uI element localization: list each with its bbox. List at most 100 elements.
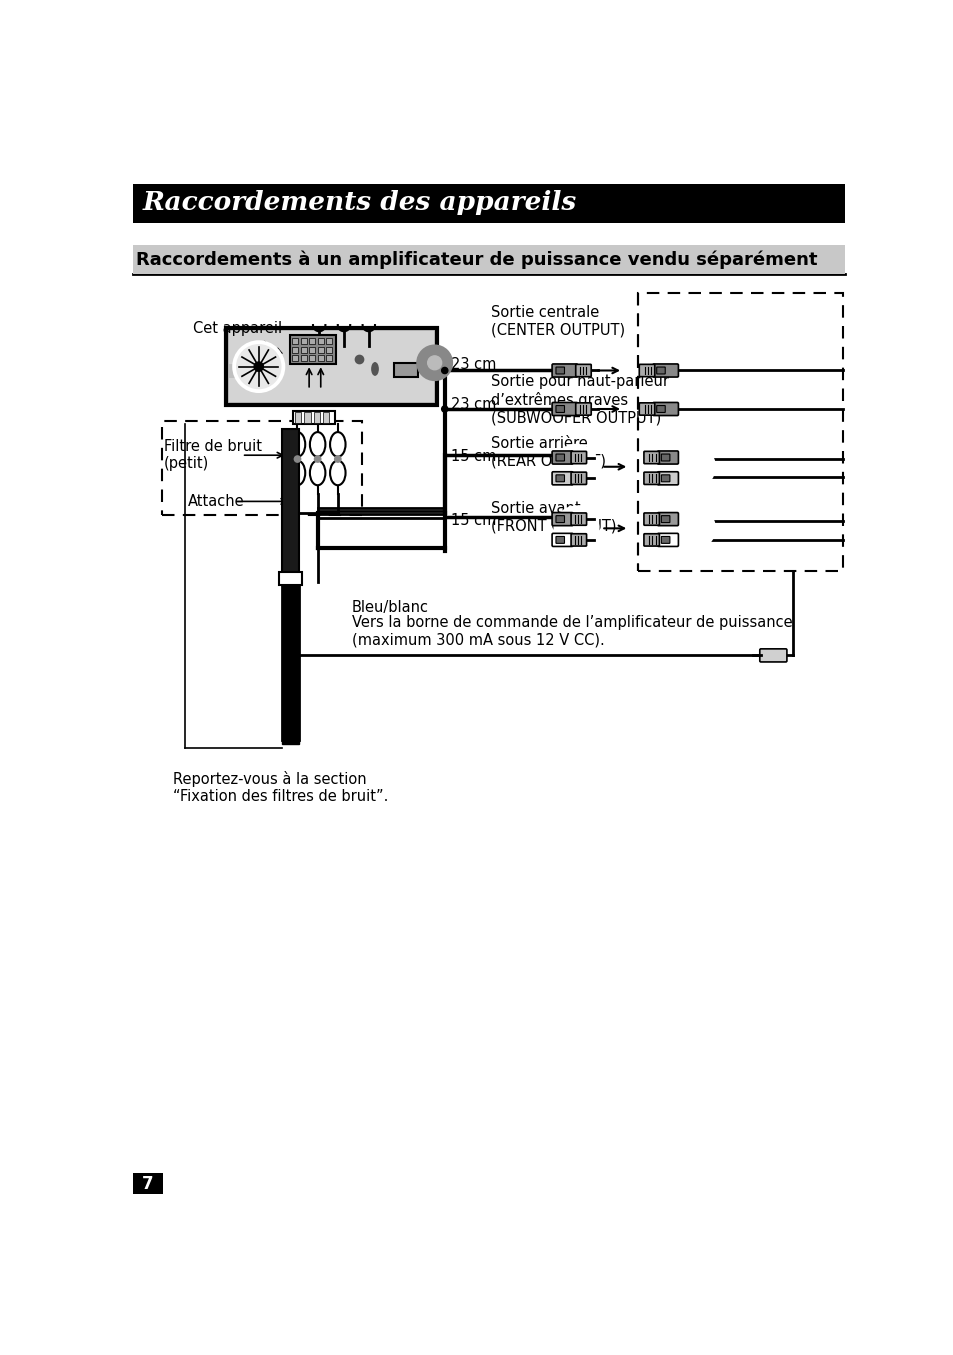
Text: 15 cm: 15 cm: [451, 450, 496, 465]
FancyBboxPatch shape: [643, 514, 659, 526]
Bar: [292, 339, 298, 344]
Bar: [282, 584, 298, 740]
FancyBboxPatch shape: [657, 512, 678, 526]
Ellipse shape: [334, 455, 341, 463]
Bar: [292, 355, 298, 362]
FancyBboxPatch shape: [660, 537, 669, 543]
Polygon shape: [282, 740, 298, 744]
FancyBboxPatch shape: [643, 534, 659, 546]
Text: Reportez-vous à la section
“Fixation des filtres de bruit”.: Reportez-vous à la section “Fixation des…: [173, 771, 389, 805]
Text: Sortie centrale
(CENTER OUTPUT): Sortie centrale (CENTER OUTPUT): [491, 305, 625, 337]
FancyBboxPatch shape: [639, 402, 654, 415]
Ellipse shape: [310, 461, 325, 485]
Bar: [292, 347, 298, 352]
Bar: [300, 347, 307, 352]
Bar: [282, 430, 298, 584]
Bar: [300, 339, 307, 344]
Bar: [304, 412, 311, 423]
FancyBboxPatch shape: [660, 454, 669, 461]
FancyBboxPatch shape: [657, 451, 678, 463]
Bar: [326, 355, 332, 362]
FancyBboxPatch shape: [660, 474, 669, 482]
Bar: [133, 184, 843, 222]
Bar: [162, 421, 361, 515]
FancyBboxPatch shape: [552, 451, 573, 463]
Circle shape: [555, 446, 598, 488]
Circle shape: [417, 346, 452, 379]
Text: 15 cm: 15 cm: [451, 514, 496, 528]
Bar: [294, 412, 301, 423]
Bar: [300, 355, 307, 362]
Bar: [314, 412, 319, 423]
Text: Sortie arrière
(REAR OUTPUT): Sortie arrière (REAR OUTPUT): [491, 436, 605, 469]
Ellipse shape: [310, 432, 325, 457]
Text: Sortie avant
(FRONT OUTPUT): Sortie avant (FRONT OUTPUT): [491, 501, 616, 534]
Bar: [309, 347, 315, 352]
Circle shape: [253, 362, 263, 371]
FancyBboxPatch shape: [571, 451, 586, 463]
Ellipse shape: [290, 461, 305, 485]
Ellipse shape: [314, 455, 321, 463]
Text: Raccordements à un amplificateur de puissance vendu séparément: Raccordements à un amplificateur de puis…: [136, 251, 817, 268]
Ellipse shape: [290, 432, 305, 457]
FancyBboxPatch shape: [639, 364, 654, 377]
Text: Vers la borne de commande de l’amplificateur de puissance
(maximum 300 mA sous 1: Vers la borne de commande de l’amplifica…: [352, 615, 792, 648]
FancyBboxPatch shape: [660, 516, 669, 523]
Circle shape: [427, 356, 441, 370]
Bar: [394, 363, 417, 377]
Circle shape: [670, 446, 714, 488]
FancyBboxPatch shape: [657, 534, 678, 546]
FancyBboxPatch shape: [552, 402, 578, 416]
Text: 23 cm: 23 cm: [451, 356, 496, 371]
Circle shape: [441, 367, 447, 374]
FancyBboxPatch shape: [556, 516, 564, 523]
Bar: [317, 339, 323, 344]
FancyBboxPatch shape: [652, 364, 678, 377]
FancyBboxPatch shape: [643, 472, 659, 485]
Bar: [317, 355, 323, 362]
Text: Bleu/blanc: Bleu/blanc: [352, 600, 428, 615]
FancyBboxPatch shape: [657, 472, 678, 485]
Bar: [293, 411, 335, 424]
Circle shape: [236, 346, 280, 389]
Text: Attache: Attache: [187, 495, 244, 509]
Bar: [309, 355, 315, 362]
Text: Sortie pour haut-parleur
d’extrêmes graves
(SUBWOOFER OUTPUT): Sortie pour haut-parleur d’extrêmes grav…: [491, 374, 669, 425]
Bar: [133, 1173, 162, 1194]
Bar: [323, 412, 329, 423]
FancyBboxPatch shape: [556, 454, 564, 461]
Ellipse shape: [330, 461, 345, 485]
FancyBboxPatch shape: [575, 402, 591, 415]
Text: Filtre de bruit
(petit): Filtre de bruit (petit): [164, 439, 262, 472]
FancyBboxPatch shape: [556, 405, 564, 412]
FancyBboxPatch shape: [652, 402, 678, 416]
FancyBboxPatch shape: [556, 474, 564, 482]
Bar: [278, 572, 302, 584]
FancyBboxPatch shape: [556, 367, 564, 374]
FancyBboxPatch shape: [656, 405, 664, 412]
Bar: [226, 328, 436, 405]
Circle shape: [233, 341, 283, 392]
Text: Cet appareil: Cet appareil: [193, 321, 282, 336]
Circle shape: [670, 507, 714, 550]
Bar: [309, 339, 315, 344]
Text: 23 cm: 23 cm: [451, 397, 496, 412]
FancyBboxPatch shape: [552, 512, 573, 526]
Ellipse shape: [371, 362, 378, 375]
Bar: [317, 347, 323, 352]
Circle shape: [441, 406, 447, 412]
FancyBboxPatch shape: [759, 649, 786, 663]
Bar: [229, 364, 238, 378]
Bar: [638, 294, 842, 570]
Bar: [229, 331, 434, 402]
FancyBboxPatch shape: [656, 367, 664, 374]
Bar: [326, 339, 332, 344]
FancyBboxPatch shape: [552, 472, 573, 485]
Ellipse shape: [330, 432, 345, 457]
Text: Raccordements des appareils: Raccordements des appareils: [142, 190, 577, 215]
Bar: [326, 347, 332, 352]
Bar: [424, 364, 434, 378]
Circle shape: [555, 507, 598, 550]
FancyBboxPatch shape: [556, 537, 564, 543]
Bar: [290, 335, 335, 364]
